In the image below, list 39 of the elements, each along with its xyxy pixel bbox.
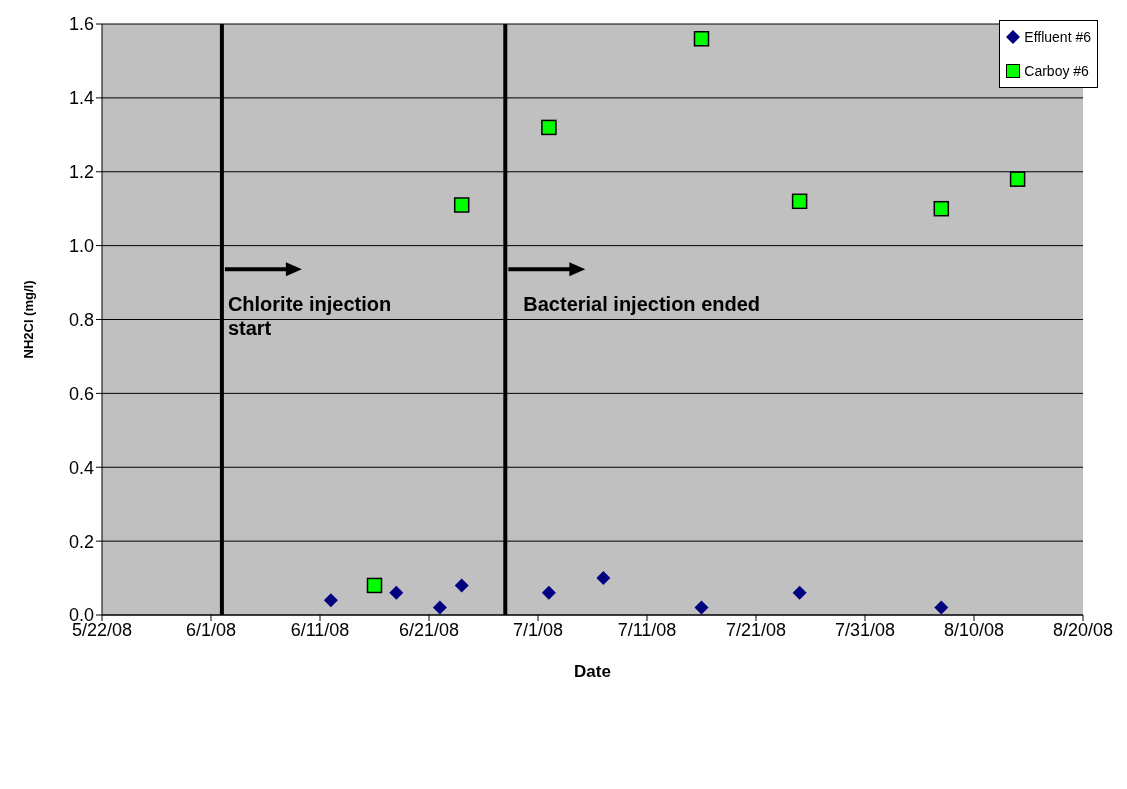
legend-label: Carboy #6: [1024, 62, 1089, 80]
y-axis-title: NH2Cl (mg/l): [20, 280, 36, 359]
x-tick-label: 7/11/08: [617, 619, 677, 640]
x-tick-label: 6/11/08: [290, 619, 350, 640]
point: [693, 31, 710, 47]
x-tick-label: 7/21/08: [725, 619, 787, 640]
point: [389, 585, 404, 600]
x-tick-label: 8/20/08: [1052, 619, 1114, 640]
x-axis-title: Date: [574, 662, 611, 681]
y-tick-label: 1.0: [68, 236, 94, 257]
x-tick-label: 8/10/08: [943, 619, 1005, 640]
y-tick-label: 1.2: [68, 162, 94, 183]
point: [694, 600, 709, 615]
point: [432, 600, 447, 615]
point: [323, 593, 338, 608]
point: [596, 571, 611, 586]
legend-label: Effluent #6: [1024, 28, 1091, 46]
y-tick-label: 1.6: [68, 14, 94, 35]
y-tick-label: 0.6: [68, 383, 94, 404]
point: [791, 193, 808, 210]
x-tick-label: 6/21/08: [398, 619, 460, 640]
x-tick-label: 7/31/08: [834, 619, 896, 640]
point: [541, 119, 557, 136]
y-tick-label: 0.2: [68, 531, 94, 552]
point: [933, 200, 950, 217]
point: [366, 577, 383, 594]
ref-line-label: Bacterial injection ended: [523, 293, 761, 316]
point: [1009, 171, 1026, 187]
point: [453, 197, 470, 213]
y-tick-label: 0.8: [68, 309, 94, 330]
y-tick-label: 0.4: [68, 457, 94, 478]
x-tick-label: 7/1/08: [512, 619, 564, 640]
point: [792, 585, 807, 600]
y-tick-label: 1.4: [68, 88, 94, 109]
ref-line-label: Chlorite injection start: [227, 293, 392, 340]
point: [454, 578, 469, 593]
x-tick-label: 6/1/08: [185, 619, 237, 640]
point: [541, 585, 556, 600]
point: [934, 600, 949, 615]
